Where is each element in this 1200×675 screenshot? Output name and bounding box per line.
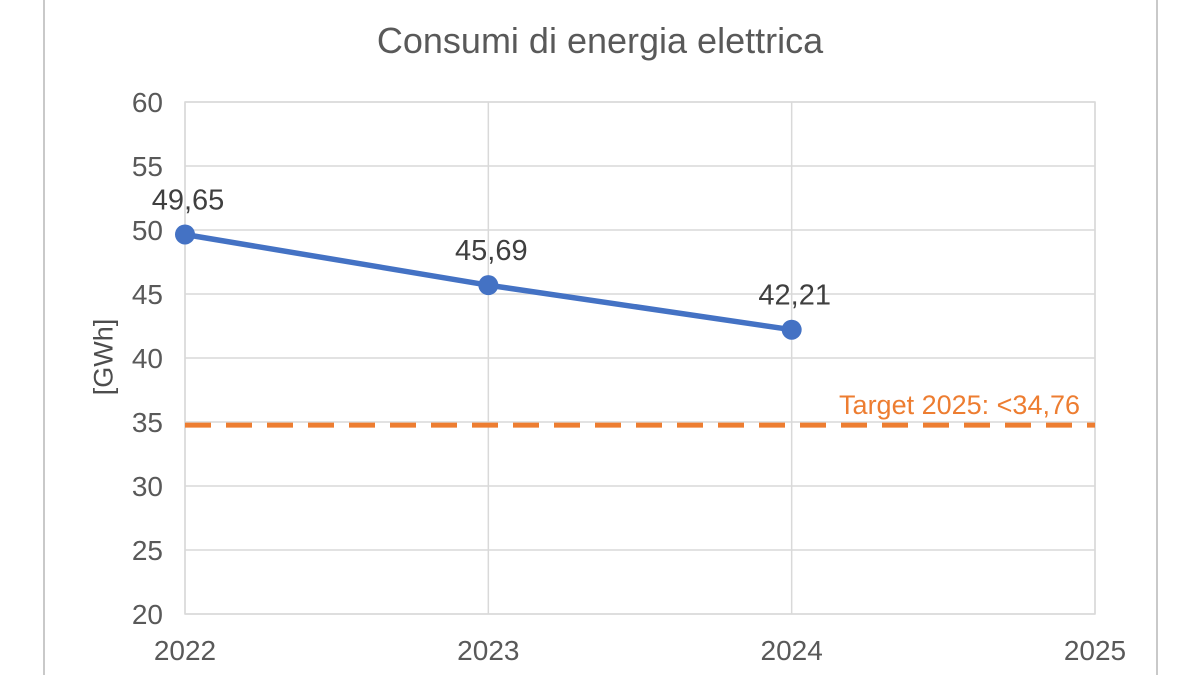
data-point-label: 45,69 [455, 235, 528, 267]
data-point-label: 42,21 [758, 280, 831, 312]
x-tick-label: 2023 [457, 635, 519, 666]
page-left-border [43, 0, 45, 675]
y-tick-label: 20 [132, 599, 163, 630]
x-tick-label: 2022 [154, 635, 216, 666]
y-tick-label: 50 [132, 215, 163, 246]
chart-title: Consumi di energia elettrica [376, 20, 824, 61]
y-tick-label: 45 [132, 279, 163, 310]
data-point-marker [781, 319, 802, 340]
y-tick-label: 25 [132, 535, 163, 566]
target-line-label: Target 2025: <34,76 [839, 390, 1080, 420]
y-tick-label: 55 [132, 151, 163, 182]
data-point-marker [175, 224, 195, 245]
data-point-marker [478, 275, 499, 296]
page-right-border [1156, 0, 1158, 675]
data-point-label: 49,65 [152, 184, 225, 216]
y-tick-label: 40 [132, 343, 163, 374]
y-tick-label: 60 [132, 87, 163, 118]
plot-border [184, 101, 1096, 615]
x-tick-label: 2024 [761, 635, 823, 666]
y-tick-label: 35 [132, 407, 163, 438]
x-tick-label: 2025 [1064, 635, 1126, 666]
y-tick-label: 30 [132, 471, 163, 502]
